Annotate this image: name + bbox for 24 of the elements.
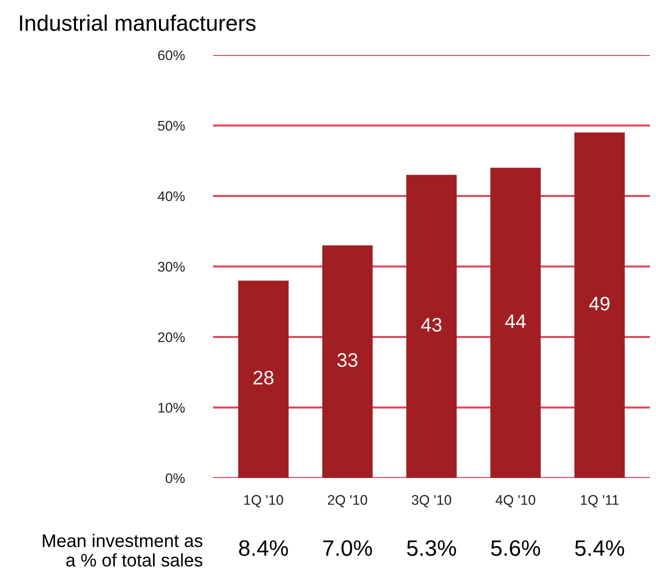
text: 7.0% [323,540,372,556]
y-tick-label: 10% [158,402,185,413]
y-tick-label: 20% [158,332,185,342]
y-tick-label: 60% [158,50,185,60]
y-tick-label: 50% [158,120,185,131]
x-tick-label: 1Q '10 [244,495,284,508]
x-tick-label: 2Q '10 [328,495,368,508]
text: 5.4% [575,540,624,556]
chart-title: Industrial manufacturers [20,14,256,31]
x-tick-label: 4Q '10 [496,495,536,508]
y-tick-label: 30% [158,262,185,272]
y-tick-label: 0% [166,473,185,484]
data-label: 33 [337,353,358,367]
text: 5.3% [407,540,456,556]
data-label: 44 [505,314,526,328]
data-label: 43 [421,318,442,332]
text: Mean investment as a % of total sales [42,534,202,567]
y-tick-label: 40% [158,191,185,202]
text: 8.4% [239,540,288,556]
data-label: 49 [589,296,610,310]
data-label: 28 [254,370,274,385]
x-tick-label: 1Q '11 [580,495,619,508]
x-tick-label: 3Q '10 [412,495,452,508]
text: 5.6% [491,540,540,556]
